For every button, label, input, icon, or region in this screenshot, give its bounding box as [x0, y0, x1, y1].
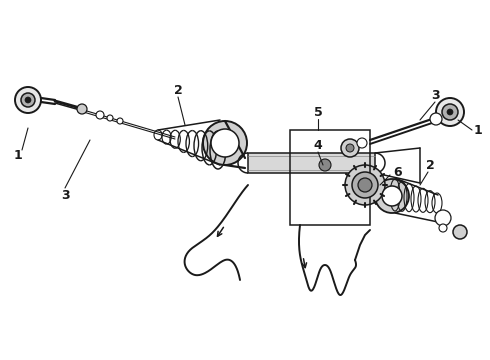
Circle shape — [442, 104, 458, 120]
Circle shape — [430, 113, 442, 125]
Circle shape — [358, 178, 372, 192]
Text: 2: 2 — [426, 158, 434, 171]
Circle shape — [346, 144, 354, 152]
Circle shape — [375, 179, 409, 213]
Circle shape — [357, 138, 367, 148]
Text: 4: 4 — [314, 139, 322, 152]
Circle shape — [352, 172, 378, 198]
Text: 2: 2 — [173, 84, 182, 96]
Circle shape — [25, 97, 31, 103]
Circle shape — [435, 210, 451, 226]
Text: 3: 3 — [61, 189, 69, 202]
Circle shape — [21, 93, 35, 107]
Text: 3: 3 — [431, 89, 440, 102]
Circle shape — [77, 104, 87, 114]
Circle shape — [447, 109, 453, 115]
Circle shape — [439, 224, 447, 232]
Text: 6: 6 — [393, 166, 402, 179]
Circle shape — [319, 159, 331, 171]
Circle shape — [211, 129, 239, 157]
Circle shape — [96, 111, 104, 119]
Circle shape — [15, 87, 41, 113]
Circle shape — [436, 98, 464, 126]
Bar — [290, 130, 370, 225]
Circle shape — [203, 121, 247, 165]
Circle shape — [107, 115, 113, 121]
Circle shape — [382, 186, 402, 206]
Circle shape — [341, 139, 359, 157]
Text: 1: 1 — [474, 123, 482, 136]
Bar — [248, 153, 375, 173]
Text: 5: 5 — [314, 105, 322, 118]
Circle shape — [453, 225, 467, 239]
Circle shape — [345, 165, 385, 205]
Circle shape — [117, 118, 123, 124]
Text: 1: 1 — [14, 149, 23, 162]
